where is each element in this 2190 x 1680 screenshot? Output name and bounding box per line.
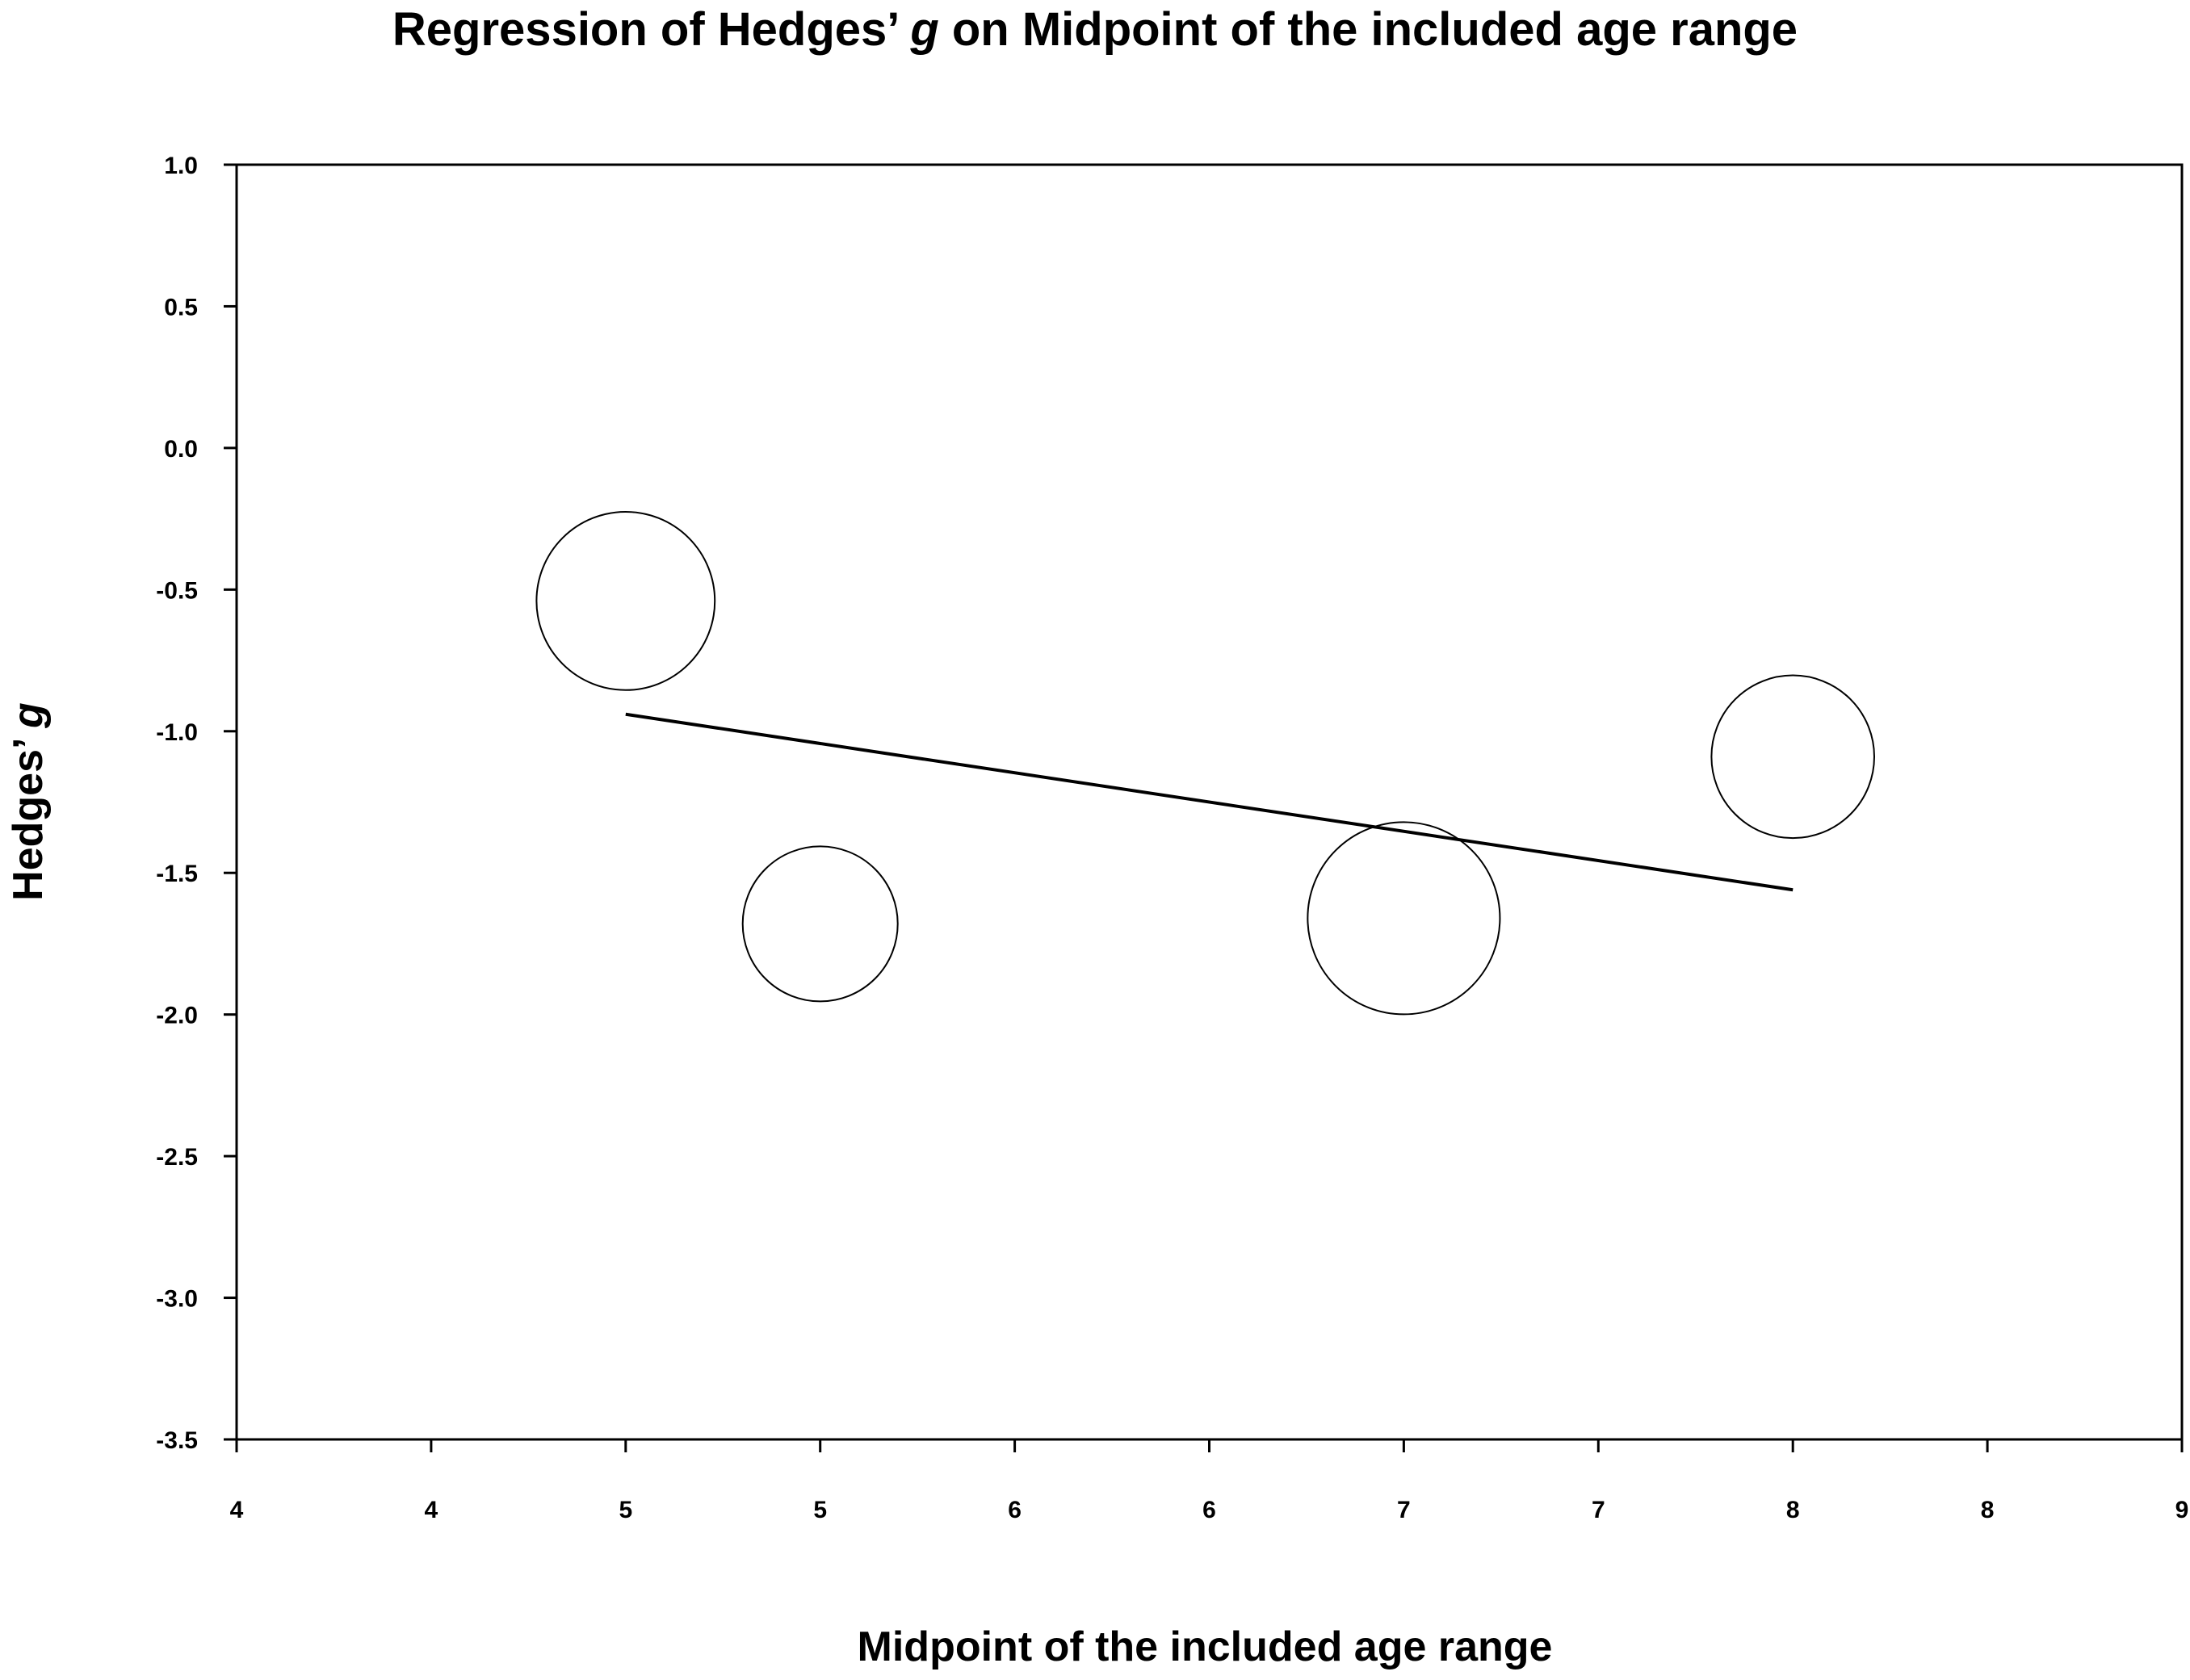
data-point-bubble xyxy=(1307,821,1501,1016)
y-tick-label: -3.5 xyxy=(156,1427,198,1454)
data-point-bubble xyxy=(741,845,899,1003)
data-points xyxy=(535,510,1875,1016)
y-axis-label-italic: g xyxy=(5,702,52,729)
y-axis: 1.0 0.5 0.0 -0.5 -1.0 -1.5 -2.0 -2.5 -3.0 -3.5 xyxy=(156,153,237,1454)
x-tick-label: 7 xyxy=(1592,1497,1605,1523)
x-axis-label: Midpoint of the included age range xyxy=(858,1623,1553,1670)
regression-line-group xyxy=(625,712,1794,892)
x-tick-label: 4 xyxy=(230,1497,244,1523)
x-tick-label: 5 xyxy=(619,1497,632,1523)
y-tick-label: -2.0 xyxy=(156,1003,198,1029)
x-tick-label: 6 xyxy=(1008,1497,1022,1523)
x-tick-label: 9 xyxy=(2175,1497,2189,1523)
y-tick-label: 0.0 xyxy=(164,436,198,463)
y-axis-label: Hedges’ g xyxy=(5,702,52,901)
y-tick-label: -0.5 xyxy=(156,577,198,604)
y-tick-label: 0.5 xyxy=(164,294,198,320)
y-tick-label: 1.0 xyxy=(164,153,198,179)
x-tick-label: 7 xyxy=(1397,1497,1411,1523)
y-tick-label: -3.0 xyxy=(156,1286,198,1313)
y-axis-label-part-1: Hedges’ xyxy=(5,728,52,901)
x-tick-label: 8 xyxy=(1786,1497,1800,1523)
x-tick-label: 8 xyxy=(1981,1497,1995,1523)
regression-line xyxy=(625,712,1794,892)
y-tick-label: -1.5 xyxy=(156,861,198,887)
x-tick-label: 5 xyxy=(813,1497,827,1523)
x-axis: 4 4 5 5 6 6 7 7 8 8 9 xyxy=(230,1439,2189,1523)
data-point-bubble xyxy=(1710,674,1875,840)
chart-title-part-1: Regression of Hedges’ xyxy=(392,3,910,56)
chart-title-italic: g xyxy=(909,3,938,56)
chart-title-part-2: on Midpoint of the included age range xyxy=(939,3,1798,56)
y-tick-label: -1.0 xyxy=(156,719,198,746)
data-point-bubble xyxy=(535,510,716,691)
y-tick-label: -2.5 xyxy=(156,1144,198,1171)
chart-title: Regression of Hedges’ g on Midpoint of t… xyxy=(392,3,1798,56)
x-tick-label: 4 xyxy=(425,1497,438,1523)
x-tick-label: 6 xyxy=(1202,1497,1216,1523)
